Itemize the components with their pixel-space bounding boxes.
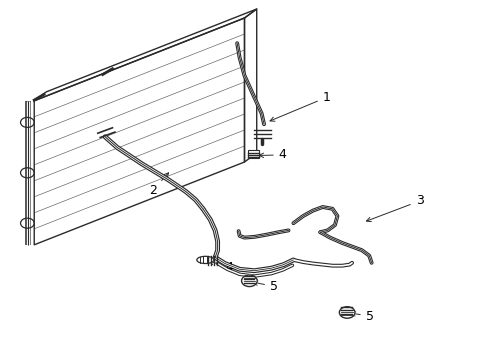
Text: 5: 5 [350,310,373,323]
Text: 1: 1 [269,91,330,121]
Text: 3: 3 [366,194,423,222]
Text: 2: 2 [149,173,168,197]
Text: 4: 4 [259,148,286,161]
Ellipse shape [196,256,214,264]
Text: 5: 5 [253,280,277,293]
Bar [247,150,258,158]
Circle shape [339,307,354,318]
Circle shape [241,275,257,287]
Text: 4: 4 [209,260,232,274]
